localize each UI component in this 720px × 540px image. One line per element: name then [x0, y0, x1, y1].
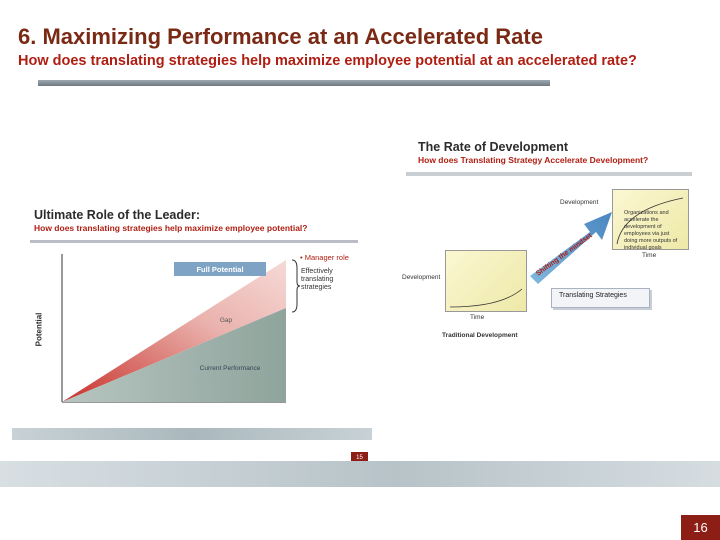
slide-subtitle: How does translating strategies help max…: [18, 53, 637, 69]
development-axis-label: Development: [560, 199, 599, 206]
gap-label: Gap: [220, 317, 233, 324]
traditional-curve: [449, 288, 523, 308]
inner-footer-bar: [12, 428, 372, 440]
full-potential-label: Full Potential: [196, 265, 243, 274]
accelerated-development-box: [612, 189, 689, 250]
leader-image-title: Ultimate Role of the Leader:: [34, 208, 200, 222]
current-performance-area: [62, 308, 286, 402]
time-axis-label: Time: [642, 252, 657, 259]
accelerated-curve: [616, 197, 684, 245]
translating-strategies-label: Translating Strategies: [559, 292, 627, 299]
title-divider: [38, 80, 550, 86]
manager-role-label: • Manager role: [300, 253, 349, 262]
slide-title: 6. Maximizing Performance at an Accelera…: [18, 24, 543, 49]
brace-icon: [291, 259, 300, 313]
footer-band: [0, 461, 720, 487]
rate-image-subtitle: How does Translating Strategy Accelerate…: [418, 155, 649, 165]
effective-translating-text: Effectively translating strategies: [301, 268, 334, 291]
time-axis-label-2: Time: [470, 314, 485, 321]
traditional-development-label: Traditional Development: [442, 332, 518, 339]
leader-image-subtitle: How does translating strategies help max…: [34, 223, 308, 233]
traditional-development-axis-label: Development: [402, 274, 441, 281]
translating-strategies-box: [551, 288, 650, 308]
potential-chart: Full Potential Gap Current Performance: [61, 254, 286, 403]
rate-image-title: The Rate of Development: [418, 140, 569, 154]
accelerated-development-text: Organizations and accelerate the develop…: [624, 210, 678, 251]
shifting-mindset-arrow: Shifting the mindset: [530, 212, 612, 284]
current-performance-label: Current Performance: [200, 365, 261, 372]
full-potential-bar: [174, 262, 266, 276]
leader-image-divider: [30, 240, 358, 243]
rate-image-divider: [406, 172, 692, 176]
page-number-badge: 16: [681, 515, 720, 540]
arrow-text: Shifting the mindset: [535, 232, 594, 278]
traditional-development-box: [445, 250, 527, 312]
gap-area: [62, 260, 286, 402]
